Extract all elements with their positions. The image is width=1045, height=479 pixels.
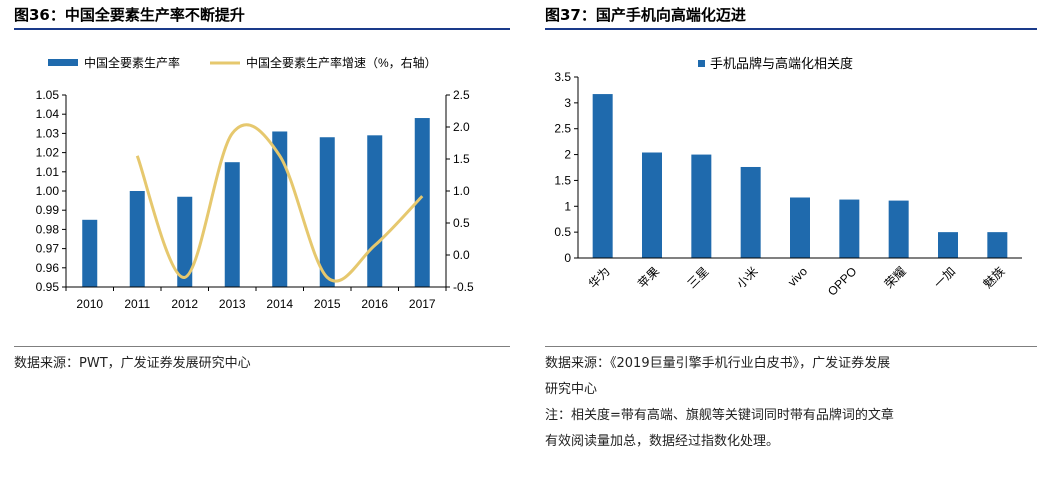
right-axis-tick-label: 2.0 xyxy=(453,120,470,134)
y-axis-tick-label: 0 xyxy=(564,251,571,265)
tfp-x-axis: 2010 2011 2012 2013 2014 2015 2016 2017 xyxy=(65,286,447,311)
brand-bars xyxy=(592,94,1008,258)
x-axis-tick-label: 2017 xyxy=(409,297,436,311)
right-axis-tick-label: 1.0 xyxy=(453,184,470,198)
legend-swatch xyxy=(698,60,705,67)
legend-line-label: 中国全要素生产率增速（%，右轴） xyxy=(246,55,437,70)
left-axis-tick-label: 0.95 xyxy=(36,280,60,294)
x-axis-tick-label: 2016 xyxy=(361,297,388,311)
left-axis-tick-label: 0.99 xyxy=(36,203,60,217)
left-axis-tick-label: 0.96 xyxy=(36,261,60,275)
tfp-bar xyxy=(367,135,383,287)
brand-bar xyxy=(642,152,662,258)
figure37-title: 图37：国产手机向高端化迈进 xyxy=(545,6,746,24)
figure36-title: 图36：中国全要素生产率不断提升 xyxy=(14,6,245,24)
brand-y-axis: 0 0.5 1 1.5 2 2.5 3 3.5 xyxy=(554,70,579,265)
x-axis-tick-label: 2015 xyxy=(314,297,341,311)
tfp-bar xyxy=(224,162,240,287)
right-axis-tick-label: 1.5 xyxy=(453,152,470,166)
y-axis-tick-label: 3.5 xyxy=(554,70,571,84)
legend-bar-label: 中国全要素生产率 xyxy=(84,55,180,70)
figure37-source-line2: 研究中心 xyxy=(545,382,598,397)
left-axis-tick-label: 0.98 xyxy=(36,222,60,236)
figure36-source-rule xyxy=(14,346,510,347)
y-axis-tick-label: 2 xyxy=(564,148,571,162)
tfp-bar xyxy=(272,131,288,287)
y-axis-tick-label: 1.5 xyxy=(554,173,571,187)
x-axis-tick-label: 魅族 xyxy=(980,264,1008,292)
x-axis-tick-label: 苹果 xyxy=(635,264,662,291)
tfp-growth-line xyxy=(135,123,424,283)
left-axis-tick-label: 1.02 xyxy=(36,146,60,160)
right-axis-tick-label: 0.0 xyxy=(453,248,470,262)
tfp-bars xyxy=(82,118,430,287)
x-axis-tick-label: 小米 xyxy=(734,264,761,291)
brand-bar xyxy=(790,197,810,258)
y-axis-tick-label: 0.5 xyxy=(554,225,571,239)
tfp-left-axis: 0.95 0.96 0.97 0.98 0.99 1.00 1.01 1.02 1.03 1.04… xyxy=(36,88,67,294)
left-axis-tick-label: 0.97 xyxy=(36,242,60,256)
figure37-notes: 数据来源：《2019巨量引擎手机行业白皮书》，广发证券发展 研究中心 注：相关度… xyxy=(545,351,1037,455)
left-axis-tick-label: 1.05 xyxy=(36,88,60,102)
x-axis-tick-label: 三星 xyxy=(685,264,712,291)
x-axis-tick-label: OPPO xyxy=(825,264,859,298)
brand-bar xyxy=(839,199,860,258)
figure37-source-line1: 数据来源：《2019巨量引擎手机行业白皮书》，广发证券发展 xyxy=(545,356,891,371)
figure37-note-line1: 注：相关度=带有高端、旗舰等关键词同时带有品牌词的文章 xyxy=(545,408,894,423)
figure37-source-rule xyxy=(545,346,1037,347)
brand-bar xyxy=(592,94,613,258)
x-axis-tick-label: 一加 xyxy=(931,264,958,291)
x-axis-tick-label: 2012 xyxy=(171,297,198,311)
right-axis-tick-label: 2.5 xyxy=(453,88,470,102)
tfp-growth-path xyxy=(135,123,424,283)
legend-label: 手机品牌与高端化相关度 xyxy=(710,56,853,71)
tfp-chart: 中国全要素生产率 中国全要素生产率增速（%，右轴） 0.950.960.970.9… xyxy=(36,55,474,311)
brand-bar xyxy=(888,200,909,258)
brand-bar xyxy=(740,166,761,258)
brand-bar xyxy=(938,232,958,258)
x-axis-tick-label: 2010 xyxy=(76,297,103,311)
brand-bar xyxy=(691,154,712,258)
figure37-title-rule xyxy=(545,28,1037,30)
brand-bar xyxy=(987,232,1008,258)
y-axis-tick-label: 3 xyxy=(564,96,571,110)
left-axis-tick-label: 1.01 xyxy=(36,165,60,179)
tfp-bar xyxy=(319,137,335,287)
x-axis-tick-label: vivo xyxy=(785,264,810,289)
tfp-chart-legend: 中国全要素生产率 中国全要素生产率增速（%，右轴） xyxy=(48,55,437,70)
tfp-bar xyxy=(177,196,193,287)
left-axis-tick-label: 1.04 xyxy=(36,107,60,121)
tfp-bar xyxy=(129,191,145,287)
legend-bar-swatch xyxy=(48,59,78,66)
right-axis-tick-label: 0.5 xyxy=(453,216,470,230)
tfp-bar xyxy=(414,118,430,287)
right-axis-tick-label: -0.5 xyxy=(453,280,474,294)
brand-chart-legend: 手机品牌与高端化相关度 xyxy=(698,56,853,71)
left-axis-tick-label: 1.03 xyxy=(36,126,60,140)
brand-chart: 手机品牌与高端化相关度 0 0.5 1 1.5 2 2.5 3 3.5 华为 苹果 三星 小米 viv… xyxy=(554,56,1022,299)
tfp-right-axis: -0.5 0.0 0.5 1.0 1.5 2.0 2.5 xyxy=(445,88,474,294)
tfp-bar xyxy=(82,219,98,287)
x-axis-tick-label: 2011 xyxy=(124,297,150,311)
figure37-note-line2: 有效阅读量加总，数据经过指数化处理。 xyxy=(545,434,780,449)
x-axis-tick-label: 2013 xyxy=(219,297,246,311)
brand-x-axis: 华为 苹果 三星 小米 vivo OPPO 荣耀 一加 魅族 xyxy=(578,257,1022,299)
left-axis-tick-label: 1.00 xyxy=(36,184,60,198)
x-axis-tick-label: 华为 xyxy=(586,264,613,291)
figure36-title-rule xyxy=(14,28,510,30)
x-axis-tick-label: 荣耀 xyxy=(882,264,909,291)
figure36-source: 数据来源：PWT，广发证券发展研究中心 xyxy=(14,356,251,371)
x-axis-tick-label: 2014 xyxy=(266,297,293,311)
y-axis-tick-label: 1 xyxy=(564,199,571,213)
y-axis-tick-label: 2.5 xyxy=(554,122,571,136)
